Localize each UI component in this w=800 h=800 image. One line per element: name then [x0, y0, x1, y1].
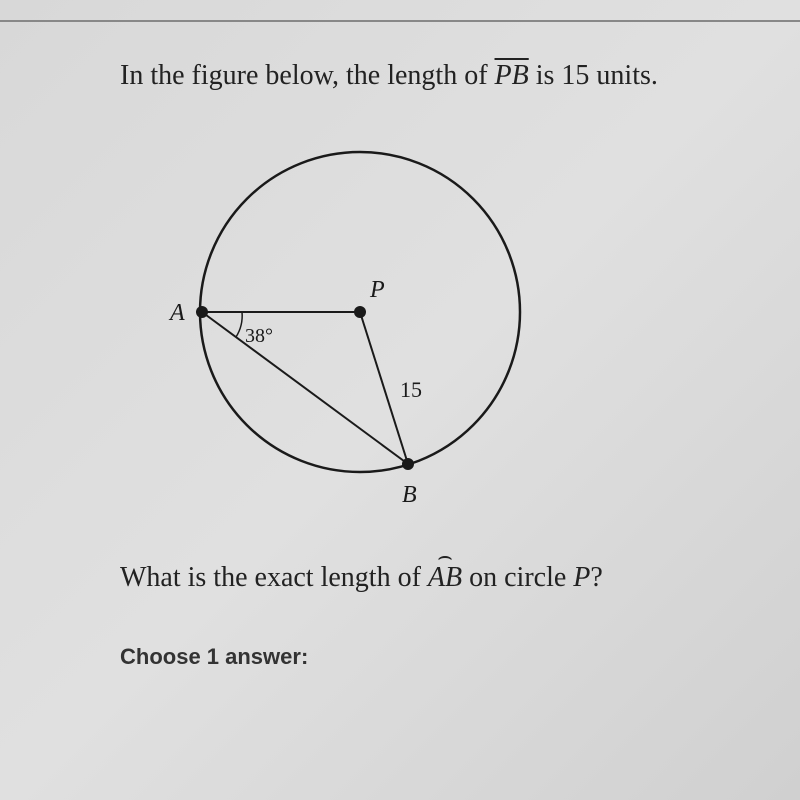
circle-figure: A P B 38° 15 — [150, 132, 550, 532]
problem-intro: In the figure below, the length of PB is… — [120, 60, 730, 92]
segment-pb: PB — [495, 60, 529, 91]
label-a: A — [168, 300, 185, 326]
angle-arc — [236, 312, 242, 337]
point-b — [402, 458, 414, 470]
arc-ab: AB — [428, 562, 462, 594]
choose-prompt: Choose 1 answer: — [120, 644, 730, 670]
question-part3: ? — [590, 562, 602, 593]
intro-part1: In the figure below, the length of — [120, 60, 495, 91]
angle-label: 38° — [245, 325, 273, 347]
label-p: P — [369, 277, 385, 303]
line-ab — [202, 312, 408, 464]
point-p — [354, 306, 366, 318]
circle-name: P — [573, 562, 590, 593]
question-part2: on circle — [462, 562, 573, 593]
point-a — [196, 306, 208, 318]
problem-container: In the figure below, the length of PB is… — [0, 0, 800, 710]
length-label: 15 — [400, 377, 422, 402]
question: What is the exact length of AB on circle… — [120, 562, 730, 594]
label-b: B — [402, 482, 417, 508]
intro-part2: is 15 units. — [529, 60, 658, 91]
question-part1: What is the exact length of — [120, 562, 428, 593]
geometry-diagram: A P B 38° 15 — [150, 132, 550, 532]
